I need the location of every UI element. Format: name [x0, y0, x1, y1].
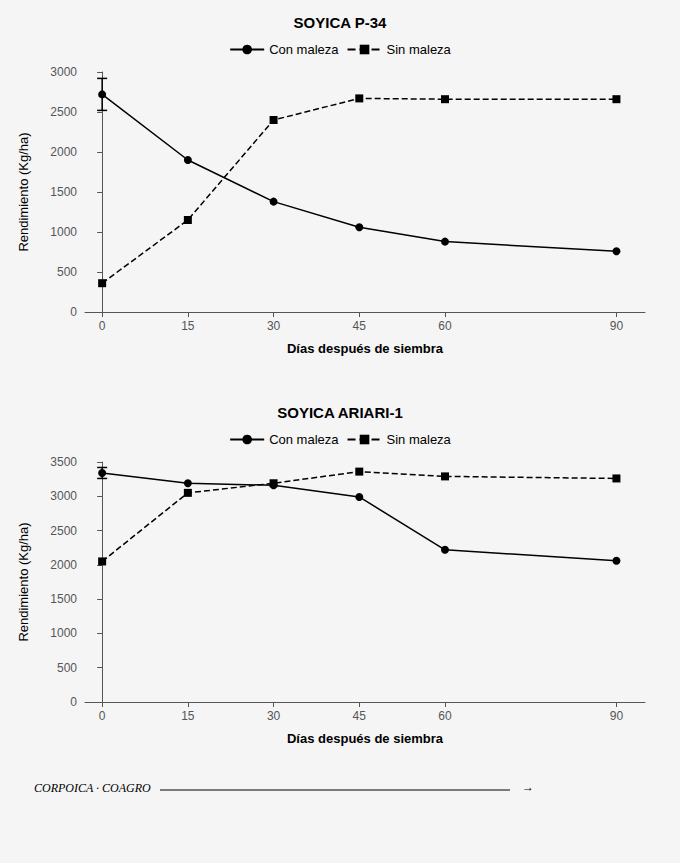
svg-text:1500: 1500	[50, 592, 77, 606]
svg-text:1500: 1500	[50, 185, 77, 199]
svg-text:2500: 2500	[50, 524, 77, 538]
svg-text:30: 30	[267, 709, 281, 723]
svg-text:Rendimiento (Kg/ha): Rendimiento (Kg/ha)	[16, 132, 31, 251]
svg-text:0: 0	[70, 695, 77, 709]
svg-text:3000: 3000	[50, 65, 77, 79]
svg-text:3000: 3000	[50, 489, 77, 503]
svg-text:60: 60	[438, 319, 452, 333]
svg-text:500: 500	[57, 265, 77, 279]
svg-text:2000: 2000	[50, 558, 77, 572]
svg-text:15: 15	[181, 319, 195, 333]
svg-text:90: 90	[610, 319, 624, 333]
svg-text:1000: 1000	[50, 626, 77, 640]
svg-text:0: 0	[99, 319, 106, 333]
svg-text:2000: 2000	[50, 145, 77, 159]
svg-text:45: 45	[353, 319, 367, 333]
svg-text:CORPOICA · COAGRO: CORPOICA · COAGRO	[34, 781, 151, 795]
svg-text:SOYICA P-34: SOYICA P-34	[294, 14, 387, 31]
svg-text:SOYICA ARIARI-1: SOYICA ARIARI-1	[277, 404, 403, 421]
svg-text:45: 45	[353, 709, 367, 723]
svg-text:0: 0	[99, 709, 106, 723]
svg-text:Días después de siembra: Días después de siembra	[287, 341, 444, 356]
svg-text:60: 60	[438, 709, 452, 723]
svg-text:500: 500	[57, 661, 77, 675]
svg-text:Sin maleza: Sin maleza	[387, 42, 452, 57]
svg-text:2500: 2500	[50, 105, 77, 119]
svg-text:Rendimiento (Kg/ha): Rendimiento (Kg/ha)	[16, 522, 31, 641]
svg-text:Con maleza: Con maleza	[269, 432, 339, 447]
svg-text:30: 30	[267, 319, 281, 333]
svg-text:Sin maleza: Sin maleza	[387, 432, 452, 447]
svg-text:Con maleza: Con maleza	[269, 42, 339, 57]
svg-text:→: →	[522, 780, 534, 794]
svg-text:1000: 1000	[50, 225, 77, 239]
svg-text:15: 15	[181, 709, 195, 723]
svg-text:90: 90	[610, 709, 624, 723]
svg-text:Días después de siembra: Días después de siembra	[287, 731, 444, 746]
svg-text:0: 0	[70, 305, 77, 319]
svg-text:3500: 3500	[50, 455, 77, 469]
